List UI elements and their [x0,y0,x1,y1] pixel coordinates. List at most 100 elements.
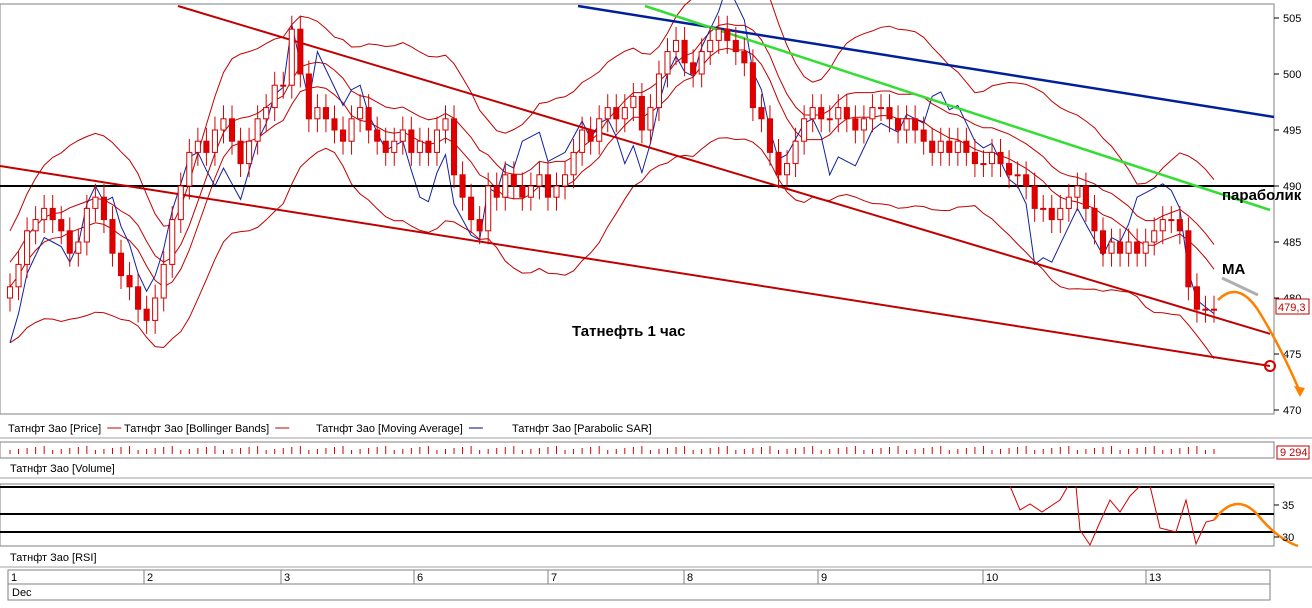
candle-body [920,129,927,142]
forecast-arrow-head [1294,386,1305,397]
candle-body [536,174,543,187]
candle-body [1057,207,1064,221]
candle-body [374,129,381,142]
y-tick-label: 495 [1283,125,1301,137]
candle-body [109,219,116,254]
rsi-label: Татнфт Зао [RSI] [10,552,97,564]
legend: Татнфт Зао [Price] Татнфт Зао [Bollinger … [8,423,652,435]
candle-body [502,174,509,198]
candle-body [160,263,167,299]
candle-body [1082,185,1089,209]
candle-body [724,28,731,41]
candle-body [869,107,876,120]
candle-body [843,107,850,120]
candle-body [220,118,227,131]
candle-body [579,129,586,153]
candle-body [391,140,398,153]
candle-body [980,163,987,166]
candle-body [1193,286,1200,310]
date-label: 9 [821,572,827,584]
candle-body [587,129,594,142]
candle-body [1134,241,1141,254]
candle-body [553,185,560,198]
date-label: 13 [1149,572,1161,584]
date-label: 3 [284,572,290,584]
candle-body [408,129,415,153]
candle-body [468,196,475,221]
candle-body [1185,230,1192,288]
bollinger-lower [9,137,1215,359]
candle-body [638,95,645,131]
blue-trend [577,4,1275,119]
candle-body [203,140,210,153]
candle-body [895,118,902,131]
candle-body [1006,163,1013,176]
red-trend-upper [177,5,1271,335]
candle-body [681,39,688,64]
candle-body [988,151,996,165]
rsi-tick-label: 30 [1282,532,1294,544]
y-tick-label: 470 [1283,405,1301,417]
bollinger-middle [9,23,1215,263]
legend-label: Татнфт Зао [Moving Average] [316,423,463,435]
candle-body [92,196,99,209]
candle-body [365,107,372,131]
candle-body [937,140,944,153]
candle-body [707,39,714,53]
candle-body [476,219,483,232]
date-label: 10 [986,572,998,584]
candle-body [971,151,978,165]
candle-body [117,252,125,277]
date-labels: 1 2 3 6 7 8 9 10 13 [7,570,1161,584]
candle-body [322,107,329,120]
candle-body [135,286,142,310]
candle-body [510,174,517,187]
candle-body [621,107,628,120]
parabolic-sar-line [9,0,1215,343]
candle-body [32,219,39,232]
candle-body [1142,241,1149,254]
rsi-tick-label: 35 [1282,500,1294,512]
candle-body [263,107,270,120]
candle-body [305,73,312,120]
candle-body [459,174,466,198]
moving-average-line [9,47,1215,288]
candle-body [24,230,31,265]
candle-body [58,219,65,232]
annotation-parabolic: параболик [1222,187,1302,204]
candle-body [211,129,218,153]
candle-body [1202,308,1209,311]
candle-body [357,107,364,120]
candle-body [1074,185,1081,198]
candle-body [288,28,295,86]
candle-body [1099,230,1107,254]
volume-value: 9 294 [1280,447,1308,459]
candle-body [613,107,620,120]
green-trend [644,4,1271,212]
candle-body [801,118,808,142]
candle-body [647,107,654,131]
candle-body [1014,174,1021,177]
date-label: 1 [11,572,17,584]
candle-body [348,118,355,142]
candle-body [929,140,936,153]
candle-body [1048,207,1055,221]
candle-body [690,62,697,75]
bollinger-bands [9,0,1215,359]
last-price-label: 479,3 [1278,302,1306,314]
candle-body [698,51,705,75]
candle-body [237,140,244,165]
annotations: Татнефть 1 час параболик MA 479,3 [572,187,1310,397]
candle-body [604,107,611,120]
candle-body [852,118,859,131]
candle-body [49,207,56,221]
candle-body [1031,185,1038,209]
candles [6,15,1218,334]
candle-body [630,95,637,109]
candle-body [903,118,910,131]
candle-body [672,39,680,53]
date-axis [7,569,1271,601]
y-tick-label: 505 [1283,13,1301,25]
